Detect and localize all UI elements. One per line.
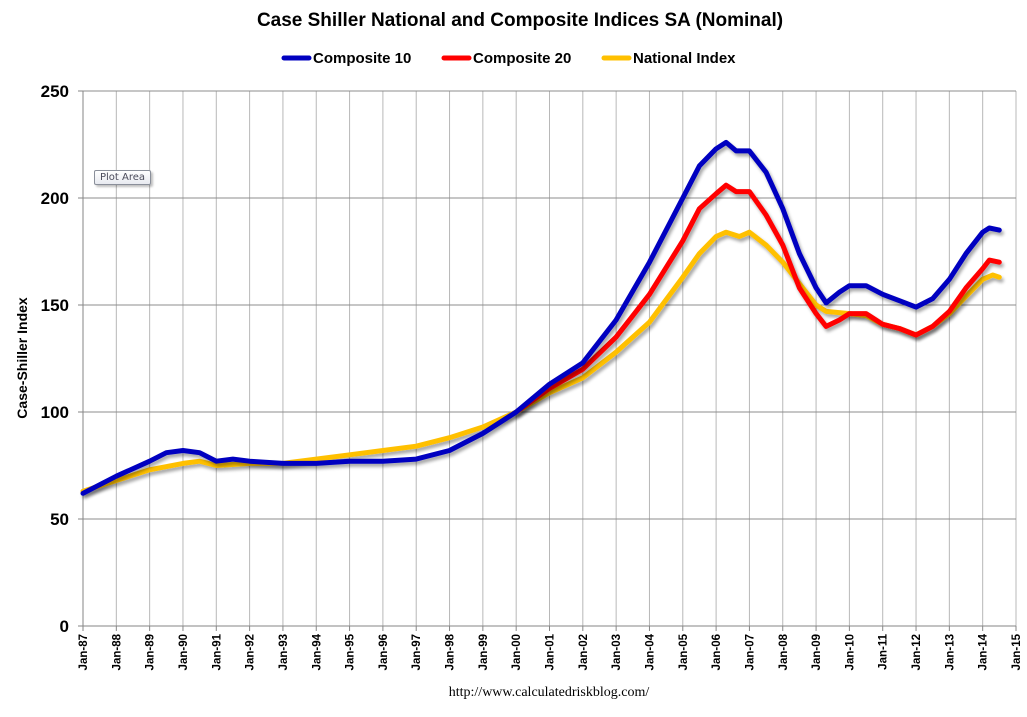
series-line-composite-20	[513, 182, 1002, 415]
x-tick-label: Jan-06	[711, 634, 723, 670]
x-tick-label: Jan-93	[278, 634, 290, 670]
x-tick-label: Jan-96	[378, 634, 390, 670]
gridlines	[83, 90, 1017, 626]
y-tick-label: 250	[41, 82, 69, 101]
legend: Composite 10 Composite 20 National Index	[281, 50, 736, 67]
y-axis-label: Case-Shiller Index	[14, 297, 30, 419]
legend-label: Composite 20	[473, 50, 571, 67]
x-tick-label: Jan-05	[678, 633, 690, 670]
y-tick-label: 0	[60, 617, 69, 636]
x-tick-label: Jan-04	[644, 633, 656, 670]
x-tick-label: Jan-14	[978, 633, 990, 670]
x-tick-label: Jan-92	[245, 634, 257, 670]
x-tick-label: Jan-98	[445, 633, 457, 670]
legend-label: Composite 10	[313, 50, 411, 67]
axes: 0 50 100 150 200 250 Jan-87 Jan-88 Jan-89 Jan-90 J…	[41, 82, 1023, 670]
x-tick-label: Jan-13	[944, 634, 956, 670]
y-tick-label: 150	[41, 296, 69, 315]
y-tick-label: 50	[50, 510, 69, 529]
y-tick-label: 200	[41, 189, 69, 208]
x-tick-label: Jan-90	[178, 634, 190, 670]
x-tick-label: Jan-02	[578, 634, 590, 670]
legend-label: National Index	[633, 50, 736, 67]
series-group	[80, 139, 1002, 496]
x-tick-label: Jan-89	[145, 634, 157, 670]
series-line-composite-10	[80, 139, 1002, 496]
plot-area-tooltip: Plot Area	[94, 170, 152, 185]
x-tick-label: Jan-09	[811, 634, 823, 670]
legend-item: Composite 20	[441, 50, 571, 67]
x-tick-label: Jan-08	[778, 633, 790, 670]
x-tick-label: Jan-00	[511, 634, 523, 670]
x-tick-label: Jan-11	[878, 633, 890, 669]
legend-item: National Index	[601, 50, 736, 67]
x-tick-label: Jan-91	[211, 633, 223, 670]
x-tick-label: Jan-07	[744, 634, 756, 670]
x-tick-label: Jan-88	[111, 633, 123, 670]
x-tick-label: Jan-01	[545, 633, 557, 670]
series-line-national-index	[80, 229, 1002, 494]
x-tick-label: Jan-15	[1011, 633, 1023, 670]
x-tick-label: Jan-99	[478, 634, 490, 670]
y-tick-label: 100	[41, 403, 69, 422]
x-tick-label: Jan-97	[411, 634, 423, 670]
x-tick-label: Jan-95	[345, 633, 357, 670]
chart-title: Case Shiller National and Composite Indi…	[257, 10, 783, 31]
legend-item: Composite 10	[281, 50, 411, 67]
x-tick-label: Jan-87	[78, 634, 90, 670]
x-tick-label: Jan-94	[311, 633, 323, 670]
x-tick-label: Jan-10	[844, 634, 856, 670]
source-url: http://www.calculatedriskblog.com/	[449, 685, 650, 700]
x-tick-label: Jan-03	[611, 634, 623, 670]
x-tick-label: Jan-12	[911, 634, 923, 670]
